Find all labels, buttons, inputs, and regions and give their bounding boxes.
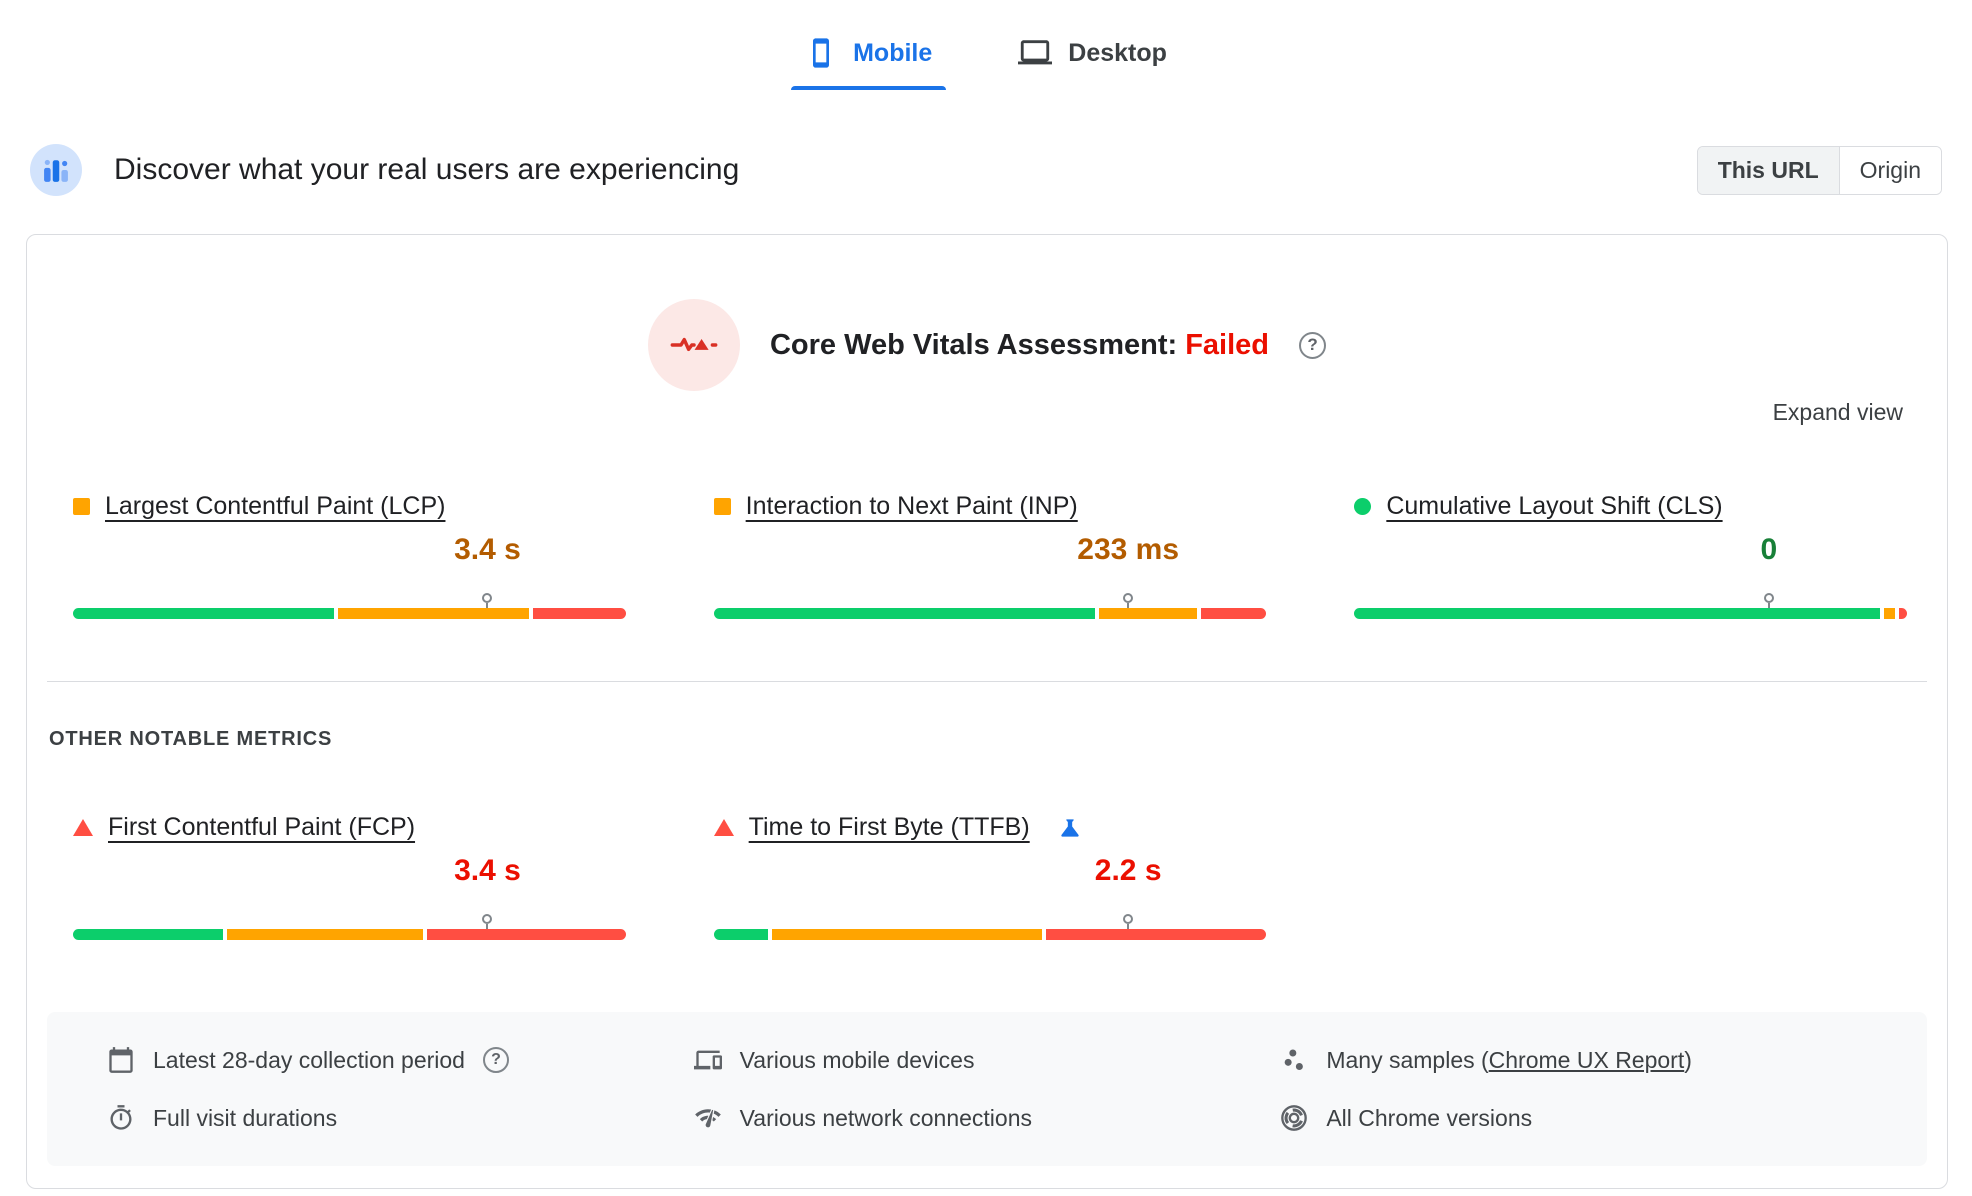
samples-text-prefix: Many samples ( bbox=[1326, 1046, 1489, 1073]
metric-link-lcp[interactable]: Largest Contentful Paint (LCP) bbox=[105, 492, 446, 520]
page-title: Discover what your real users are experi… bbox=[114, 153, 740, 186]
desktop-monitor-icon bbox=[1018, 40, 1053, 65]
needs-improvement-segment bbox=[338, 608, 530, 619]
cwv-assessment-title-text: Core Web Vitals Assessment: bbox=[769, 328, 1178, 361]
devices-text: Various mobile devices bbox=[739, 1046, 975, 1073]
field-data-header: Discover what your real users are experi… bbox=[30, 144, 1942, 196]
cwv-assessment-header: Core Web Vitals Assessment: Failed ? bbox=[27, 235, 1947, 391]
network-icon bbox=[694, 1109, 721, 1128]
devices-icon bbox=[693, 1050, 722, 1070]
metric-link-ttfb[interactable]: Time to First Byte (TTFB) bbox=[748, 813, 1030, 841]
needs-improvement-segment bbox=[1098, 608, 1197, 619]
metric-fcp: First Contentful Paint (FCP) 3.4 s bbox=[73, 813, 626, 940]
needs-improvement-segment bbox=[226, 929, 423, 940]
distribution-bar-fcp bbox=[73, 929, 626, 940]
metric-link-fcp[interactable]: First Contentful Paint (FCP) bbox=[108, 813, 416, 841]
good-circle-icon bbox=[1354, 498, 1372, 515]
metric-ttfb: Time to First Byte (TTFB) 2.2 s bbox=[713, 813, 1267, 940]
calendar-icon bbox=[109, 1047, 133, 1073]
tab-mobile[interactable]: Mobile bbox=[791, 26, 947, 90]
mobile-phone-icon bbox=[813, 38, 830, 68]
device-tabs: Mobile Desktop bbox=[0, 0, 1972, 90]
good-segment bbox=[713, 608, 1095, 619]
devices-item: Various mobile devices bbox=[693, 1046, 1281, 1074]
tab-desktop[interactable]: Desktop bbox=[1010, 26, 1175, 90]
metric-cls: Cumulative Layout Shift (CLS) 0 bbox=[1354, 492, 1907, 619]
metric-link-cls[interactable]: Cumulative Layout Shift (CLS) bbox=[1386, 492, 1723, 520]
metric-value-cls: 0 bbox=[1760, 533, 1778, 566]
network-item: Various network connections bbox=[694, 1104, 1281, 1132]
tab-desktop-label: Desktop bbox=[1068, 38, 1167, 67]
good-segment bbox=[73, 608, 335, 619]
collection-info-panel: Latest 28-day collection period ? Variou… bbox=[47, 1012, 1927, 1166]
poor-triangle-icon bbox=[73, 819, 93, 836]
distribution-bar-inp bbox=[713, 608, 1267, 619]
help-icon[interactable]: ? bbox=[482, 1047, 509, 1073]
needs-improvement-square-icon bbox=[713, 498, 731, 515]
cwv-assessment-icon bbox=[647, 299, 740, 391]
needs-improvement-segment bbox=[772, 929, 1042, 940]
good-segment bbox=[73, 929, 223, 940]
poor-segment bbox=[533, 608, 626, 619]
core-web-vitals-row: Largest Contentful Paint (LCP) 3.4 s Int… bbox=[27, 492, 1947, 619]
crux-logo-icon bbox=[30, 144, 82, 196]
field-data-card: Core Web Vitals Assessment: Failed ? Expa… bbox=[26, 234, 1948, 1189]
p75-marker bbox=[1123, 914, 1134, 930]
metric-link-inp[interactable]: Interaction to Next Paint (INP) bbox=[745, 492, 1078, 520]
scope-toggle: This URL Origin bbox=[1696, 145, 1942, 195]
distribution-bar-lcp bbox=[73, 608, 626, 619]
p75-marker bbox=[482, 593, 493, 609]
poor-segment bbox=[1898, 608, 1907, 619]
origin-button[interactable]: Origin bbox=[1839, 146, 1941, 194]
needs-improvement-segment bbox=[1883, 608, 1895, 619]
metric-lcp: Largest Contentful Paint (LCP) 3.4 s bbox=[73, 492, 626, 619]
experimental-flask-icon bbox=[1061, 818, 1079, 837]
expand-view-row: Expand view bbox=[27, 399, 1903, 426]
cwv-assessment-title: Core Web Vitals Assessment: Failed bbox=[770, 329, 1269, 362]
p75-marker bbox=[1763, 593, 1774, 609]
tab-mobile-label: Mobile bbox=[853, 38, 933, 67]
metric-value-fcp: 3.4 s bbox=[454, 854, 521, 887]
metric-value-lcp: 3.4 s bbox=[454, 533, 521, 566]
visit-durations-text: Full visit durations bbox=[153, 1104, 338, 1131]
network-text: Various network connections bbox=[739, 1104, 1032, 1131]
poor-segment bbox=[426, 929, 626, 940]
crux-report-link[interactable]: Chrome UX Report bbox=[1488, 1046, 1685, 1073]
chrome-versions-text: All Chrome versions bbox=[1326, 1104, 1533, 1131]
visit-durations-item: Full visit durations bbox=[107, 1104, 694, 1132]
samples-icon bbox=[1284, 1049, 1304, 1071]
poor-segment bbox=[1200, 608, 1267, 619]
metric-value-inp: 233 ms bbox=[1077, 533, 1180, 566]
other-metrics-row: First Contentful Paint (FCP) 3.4 s Time … bbox=[27, 813, 1947, 940]
samples-item: Many samples (Chrome UX Report) bbox=[1280, 1046, 1867, 1074]
poor-segment bbox=[1045, 929, 1267, 940]
samples-text: Many samples (Chrome UX Report) bbox=[1326, 1047, 1692, 1074]
good-segment bbox=[713, 929, 769, 940]
chrome-icon bbox=[1281, 1105, 1308, 1131]
other-metrics-label: OTHER NOTABLE METRICS bbox=[49, 728, 333, 750]
p75-marker bbox=[1123, 593, 1134, 609]
metric-inp: Interaction to Next Paint (INP) 233 ms bbox=[713, 492, 1267, 619]
poor-triangle-icon bbox=[713, 819, 734, 836]
samples-text-suffix: ) bbox=[1684, 1046, 1692, 1073]
chrome-versions-item: All Chrome versions bbox=[1280, 1104, 1867, 1132]
needs-improvement-square-icon bbox=[73, 498, 90, 515]
section-divider bbox=[47, 681, 1927, 682]
help-icon[interactable]: ? bbox=[1299, 331, 1327, 359]
collection-period-item: Latest 28-day collection period ? bbox=[107, 1046, 694, 1074]
this-url-button[interactable]: This URL bbox=[1697, 146, 1840, 194]
metric-value-ttfb: 2.2 s bbox=[1094, 854, 1162, 887]
distribution-bar-ttfb bbox=[713, 929, 1267, 940]
p75-marker bbox=[482, 914, 493, 930]
collection-period-text: Latest 28-day collection period bbox=[153, 1046, 465, 1073]
expand-view-link[interactable]: Expand view bbox=[1772, 399, 1903, 425]
stopwatch-icon bbox=[110, 1105, 132, 1130]
good-segment bbox=[1354, 608, 1880, 619]
cwv-assessment-result: Failed bbox=[1185, 328, 1270, 361]
distribution-bar-cls bbox=[1354, 608, 1907, 619]
